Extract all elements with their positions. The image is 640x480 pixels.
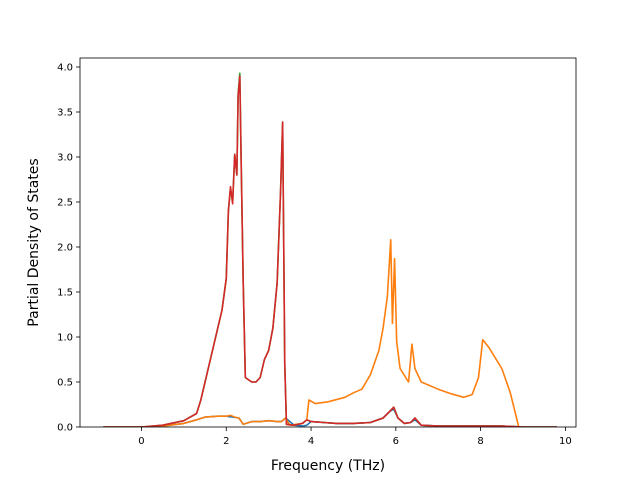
plot-area	[80, 58, 576, 427]
y-tick-label: 0.0	[57, 423, 73, 434]
y-tick-label: 0.5	[57, 378, 73, 389]
x-axis-title: Frequency (THz)	[271, 458, 385, 474]
x-tick-label: 2	[223, 436, 229, 447]
series-line-2	[103, 239, 520, 427]
series-lines	[103, 72, 557, 427]
y-tick-label: 3.5	[57, 108, 73, 119]
y-axis-ticks: 0.0 0.5 1.0 1.5 2.0 2.5 3.0 3.5 4.0	[57, 63, 80, 434]
x-tick-label: 6	[393, 436, 399, 447]
x-tick-label: 4	[308, 436, 314, 447]
series-line-4	[103, 75, 557, 427]
y-tick-label: 4.0	[57, 63, 73, 74]
y-tick-label: 2.5	[57, 198, 73, 209]
x-tick-label: 10	[559, 436, 572, 447]
y-tick-label: 3.0	[57, 153, 73, 164]
y-tick-label: 1.5	[57, 288, 73, 299]
x-tick-label: 8	[477, 436, 483, 447]
plot-frame	[79, 57, 577, 428]
x-tick-label: 0	[138, 436, 144, 447]
y-tick-label: 2.0	[57, 243, 73, 254]
x-axis-ticks: 0 2 4 6 8 10	[138, 427, 572, 447]
y-axis-title: Partial Density of States	[26, 158, 42, 326]
y-tick-label: 1.0	[57, 333, 73, 344]
